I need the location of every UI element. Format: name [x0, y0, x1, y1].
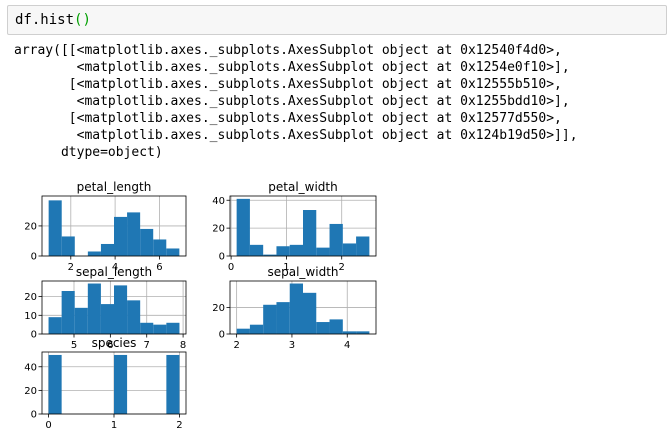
histogram-bar [236, 328, 250, 334]
x-tick-label: 8 [180, 340, 186, 351]
histogram-bar [276, 302, 290, 334]
y-tick-label: 0 [219, 252, 225, 263]
output-line-6: <matplotlib.axes._subplots.AxesSubplot o… [14, 128, 578, 143]
y-tick-label: 10 [24, 311, 37, 322]
subplot-sepal_length: 5 6 7 8 0 10 20 sepal_length [24, 265, 187, 351]
x-tick-label: 0 [45, 420, 51, 431]
subplot-title: petal_length [77, 180, 152, 194]
histogram-bar [166, 248, 180, 256]
histogram-bar [61, 236, 75, 256]
histogram-bar [289, 244, 303, 256]
subplot-title: petal_width [268, 180, 337, 194]
histogram-bar [303, 292, 317, 334]
subplot-title: sepal_width [267, 265, 338, 279]
x-tick-label: 6 [107, 340, 113, 351]
histogram-bar [263, 304, 277, 334]
histogram-bar [316, 247, 330, 256]
histogram-bar [48, 354, 62, 414]
y-tick-label: 20 [24, 386, 37, 397]
subplot-petal_length: 2 4 6 0 20 petal_length [24, 180, 187, 273]
axes-frame [229, 195, 377, 257]
histogram-bar [276, 246, 290, 256]
histogram-bar [74, 307, 88, 334]
x-tick-label: 2 [233, 340, 239, 351]
histogram-bar [153, 324, 167, 334]
output-line-4: <matplotlib.axes._subplots.AxesSubplot o… [14, 94, 570, 109]
histogram-bar [249, 244, 264, 256]
histogram-bar [100, 304, 114, 334]
x-tick-label: 2 [176, 420, 182, 431]
y-tick-label: 40 [24, 362, 37, 373]
histogram-bar [263, 254, 277, 256]
histogram-bar [329, 319, 343, 334]
x-tick-label: 0 [228, 262, 234, 273]
y-tick-label: 0 [31, 252, 37, 263]
histogram-bar [153, 239, 167, 256]
histogram-bar [316, 322, 330, 334]
code-text: df.hist() [15, 12, 91, 28]
histogram-bar [236, 198, 250, 256]
x-tick-label: 3 [289, 340, 295, 351]
y-tick-label: 20 [24, 292, 37, 303]
histogram-bar [356, 331, 370, 334]
histogram-bar [48, 200, 62, 256]
x-tick-label: 7 [144, 340, 150, 351]
x-tick-label: 4 [344, 340, 350, 351]
histogram-bar [87, 251, 101, 256]
x-tick-label: 1 [283, 262, 289, 273]
x-tick-label: 4 [112, 262, 118, 273]
histogram-bar [356, 236, 370, 256]
histogram-bar [114, 285, 128, 334]
histogram-bar [342, 243, 357, 256]
output-line-5: [<matplotlib.axes._subplots.AxesSubplot … [14, 111, 562, 126]
histogram-bar [329, 223, 343, 256]
x-tick-label: 2 [68, 262, 74, 273]
y-tick-label: 20 [24, 221, 37, 232]
histogram-bar [289, 283, 303, 334]
output-text: array([[<matplotlib.axes._subplots.AxesS… [14, 42, 578, 161]
histogram-bar [127, 212, 141, 256]
histogram-bar [48, 317, 62, 334]
histogram-bar [166, 354, 180, 414]
output-line-2: <matplotlib.axes._subplots.AxesSubplot o… [14, 60, 570, 75]
histogram-bar [61, 291, 75, 334]
y-tick-label: 0 [31, 410, 37, 421]
y-tick-label: 0 [219, 330, 225, 341]
y-tick-label: 20 [212, 303, 225, 314]
output-line-1: array([[<matplotlib.axes._subplots.AxesS… [14, 43, 562, 58]
histogram-bar [114, 354, 128, 414]
histogram-bar [100, 243, 114, 256]
code-parens: () [74, 12, 91, 28]
y-tick-label: 20 [212, 224, 225, 235]
subplot-title: species [92, 336, 137, 350]
y-tick-label: 40 [212, 196, 225, 207]
x-tick-label: 6 [156, 262, 162, 273]
output-line-7: dtype=object) [14, 145, 163, 160]
histogram-bar [303, 210, 317, 256]
x-tick-label: 5 [71, 340, 77, 351]
y-tick-label: 0 [31, 330, 37, 341]
histogram-bar [114, 216, 128, 256]
histogram-bar [87, 283, 101, 334]
code-call: df.hist [15, 12, 75, 28]
code-input-cell[interactable]: df.hist() [7, 5, 667, 35]
histogram-bar [166, 322, 180, 334]
histogram-bar [140, 322, 154, 334]
x-tick-label: 2 [339, 262, 345, 273]
histogram-bar [127, 300, 141, 334]
histogram-bar [342, 331, 357, 334]
histogram-bar [140, 228, 154, 256]
x-tick-label: 1 [111, 420, 117, 431]
axes-frame [41, 280, 187, 335]
histogram-bar [249, 324, 264, 334]
output-line-3: [<matplotlib.axes._subplots.AxesSubplot … [14, 77, 562, 92]
subplot-title: sepal_length [76, 265, 152, 279]
